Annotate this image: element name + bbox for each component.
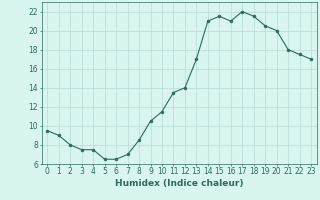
X-axis label: Humidex (Indice chaleur): Humidex (Indice chaleur): [115, 179, 244, 188]
